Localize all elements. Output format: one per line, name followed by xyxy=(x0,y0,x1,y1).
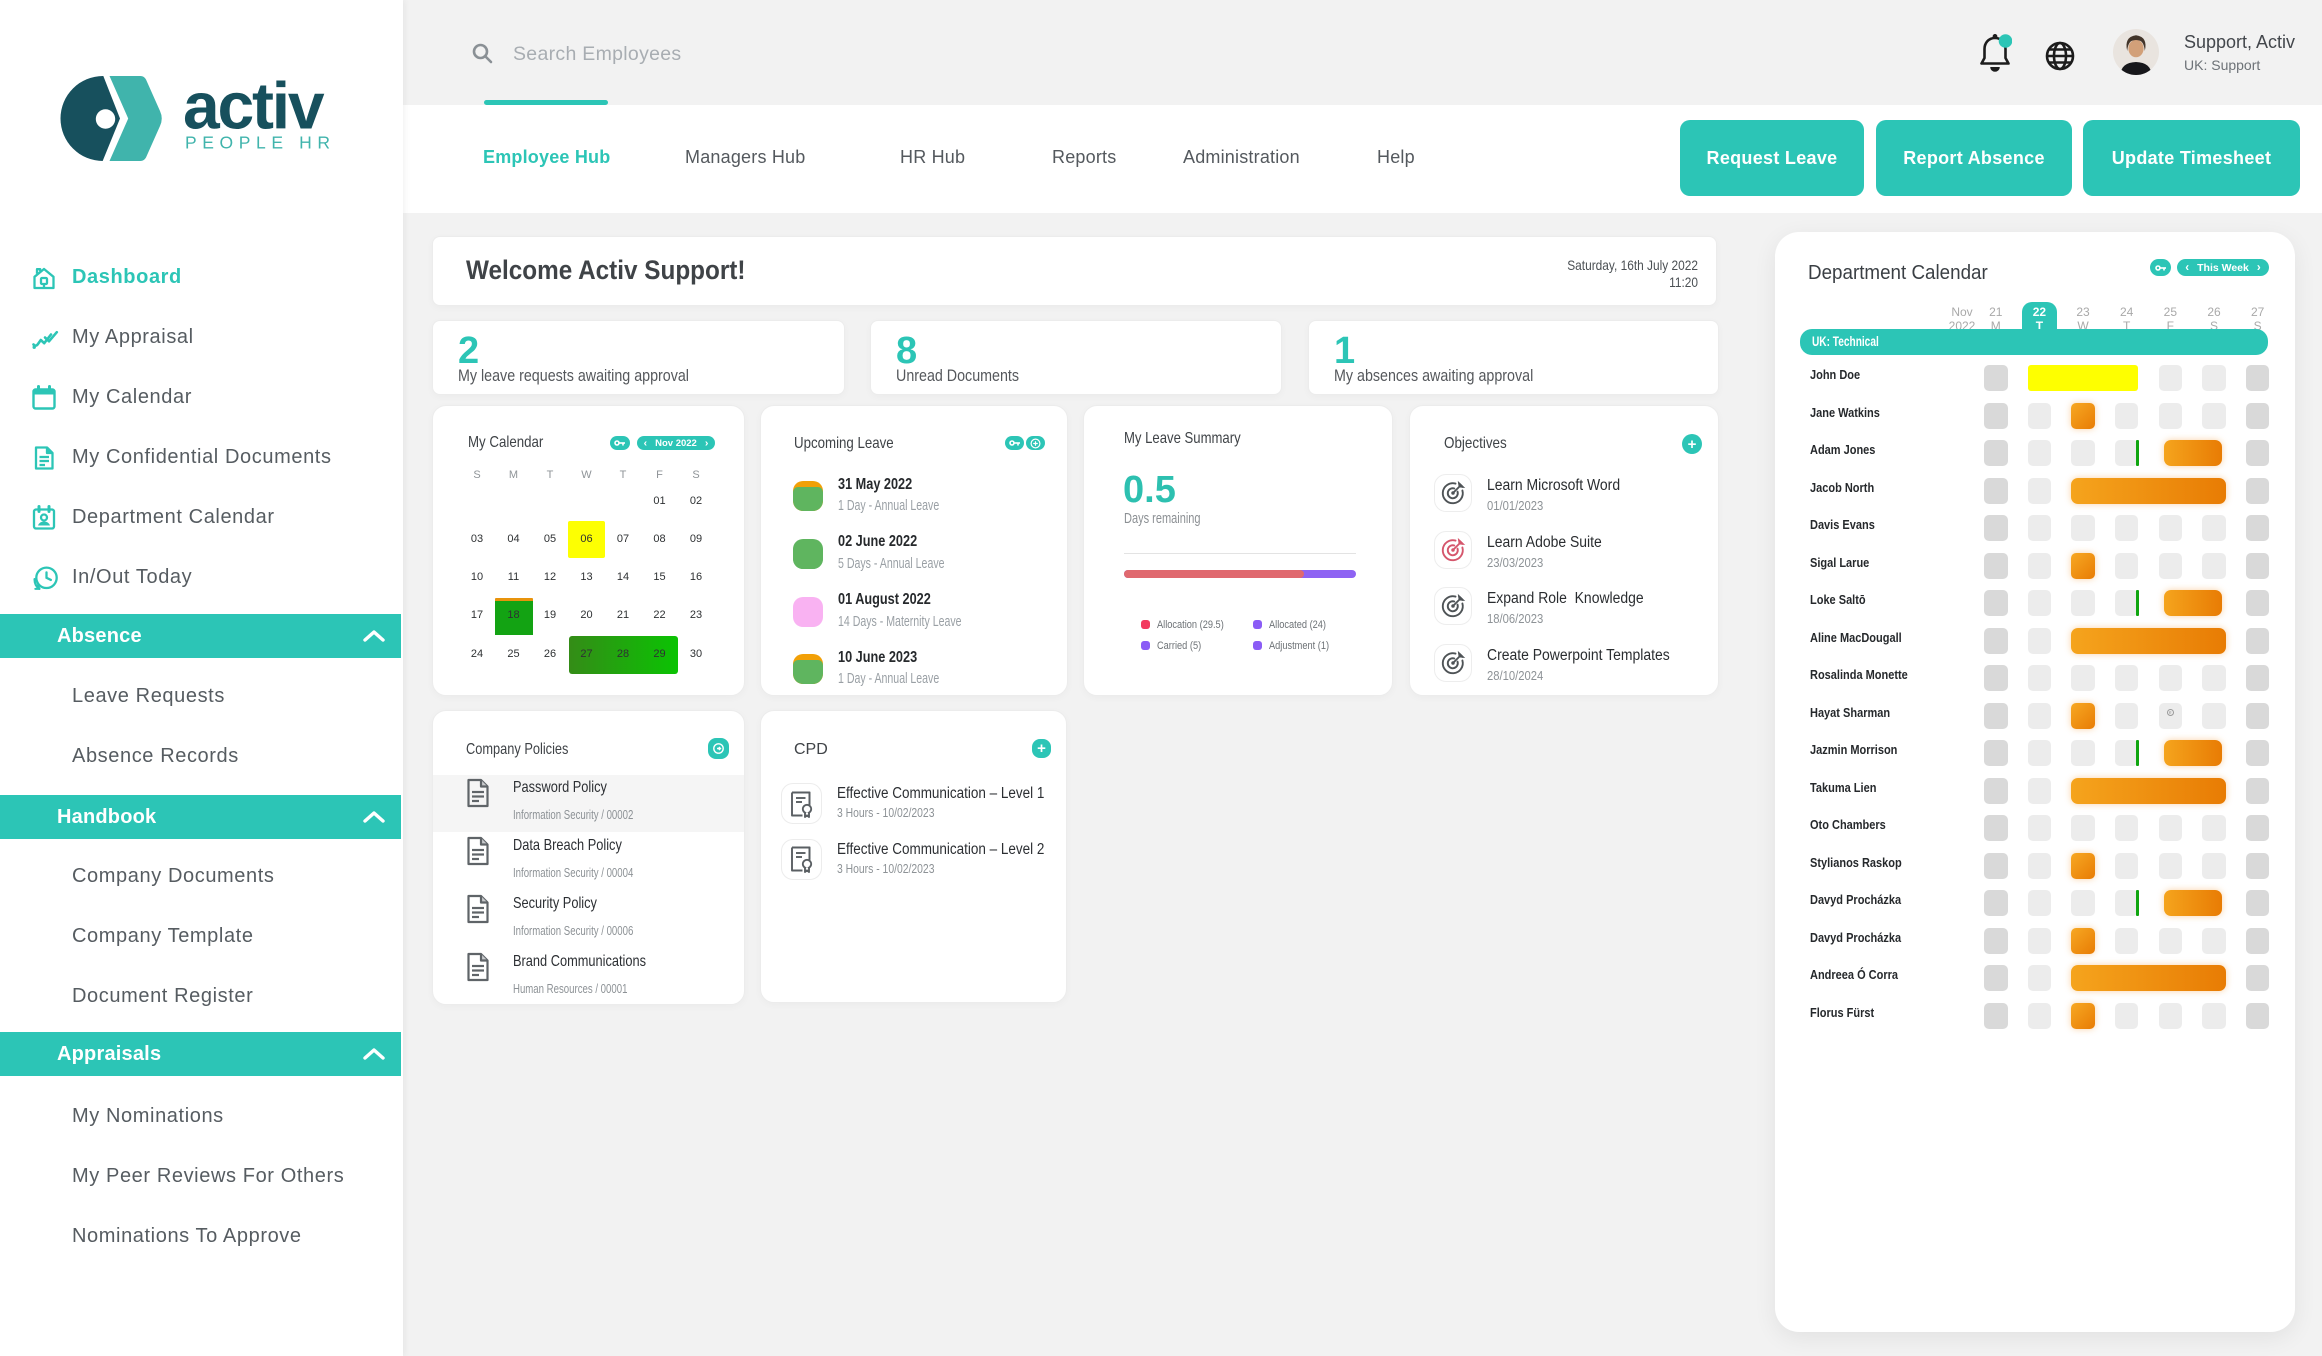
svg-text:activ: activ xyxy=(183,70,325,143)
svg-text:PEOPLE HR: PEOPLE HR xyxy=(185,133,336,153)
